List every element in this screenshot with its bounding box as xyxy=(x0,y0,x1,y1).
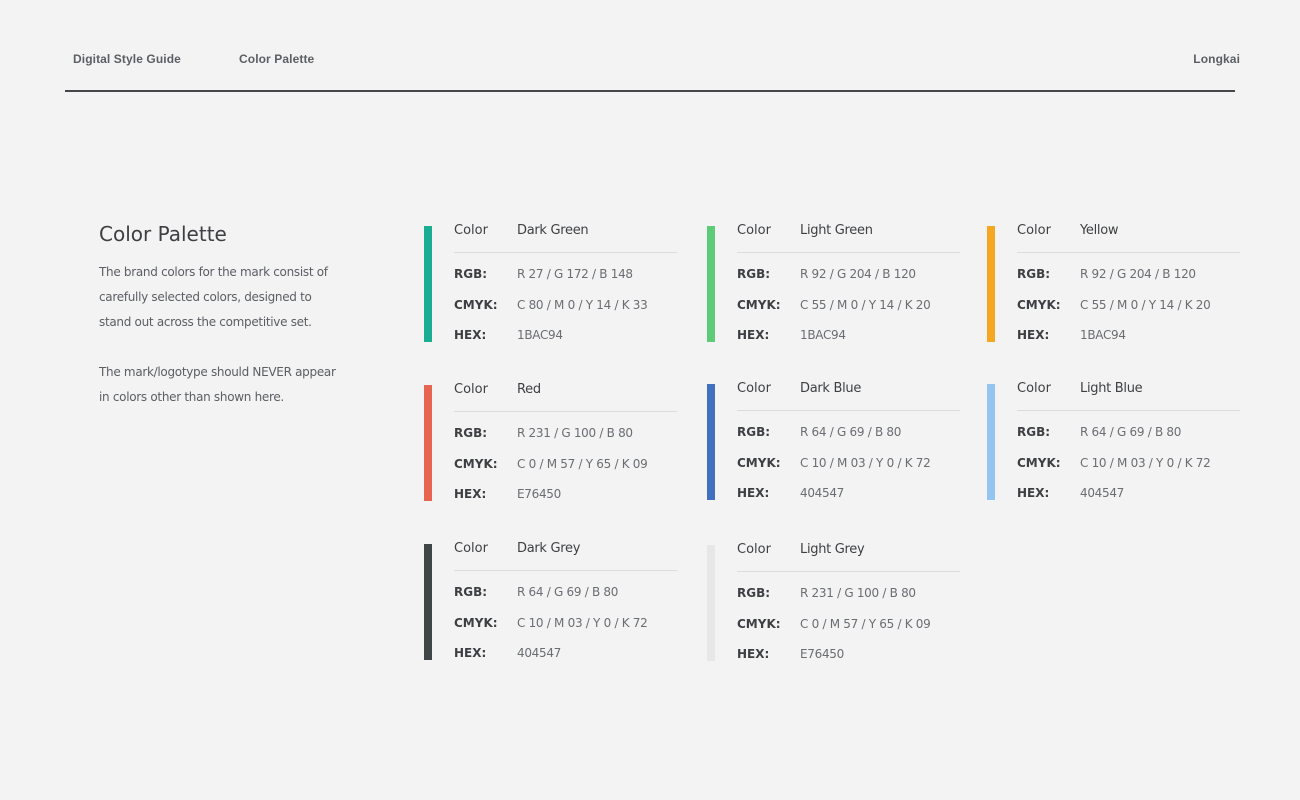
cmyk-label: CMYK: xyxy=(1017,456,1061,470)
color-name: Dark Grey xyxy=(517,541,581,556)
rgb-label: RGB: xyxy=(1017,425,1051,439)
swatch-yellow: Color Yellow RGB: R 92 / G 204 / B 120 CMY… xyxy=(987,223,1240,346)
cmyk-value: C 10 / M 03 / Y 0 / K 72 xyxy=(517,616,648,630)
swatch-light-green: Color Light Green RGB: R 92 / G 204 / B 12… xyxy=(707,223,960,346)
divider xyxy=(737,410,960,411)
rgb-value: R 64 / G 69 / B 80 xyxy=(800,425,902,439)
rgb-label: RGB: xyxy=(454,426,488,440)
color-name: Yellow xyxy=(1080,223,1119,238)
page-title: Color Palette xyxy=(99,222,227,246)
rgb-label: RGB: xyxy=(737,425,771,439)
rgb-label: RGB: xyxy=(737,586,771,600)
color-bar xyxy=(707,226,715,342)
color-name: Dark Green xyxy=(517,223,589,238)
hex-label: HEX: xyxy=(1017,328,1050,342)
divider xyxy=(1017,252,1240,253)
cmyk-value: C 55 / M 0 / Y 14 / K 20 xyxy=(1080,298,1211,312)
hex-value: 404547 xyxy=(800,486,845,500)
swatch-dark-grey: Color Dark Grey RGB: R 64 / G 69 / B 80 CM… xyxy=(424,541,677,664)
color-bar xyxy=(707,545,715,661)
color-name: Dark Blue xyxy=(800,381,862,396)
intro-section: Color Palette The brand colors for the m… xyxy=(99,222,339,410)
rgb-value: R 231 / G 100 / B 80 xyxy=(800,586,916,600)
hex-label: HEX: xyxy=(737,647,770,661)
color-name: Light Blue xyxy=(1080,381,1143,396)
divider xyxy=(454,570,677,571)
hex-value: 404547 xyxy=(1080,486,1125,500)
page-header: Digital Style Guide Color Palette Longka… xyxy=(65,0,1240,92)
color-label: Color xyxy=(737,542,771,557)
rgb-value: R 231 / G 100 / B 80 xyxy=(517,426,633,440)
color-label: Color xyxy=(1017,223,1051,238)
hex-label: HEX: xyxy=(454,487,487,501)
swatch-dark-green: Color Dark Green RGB: R 27 / G 172 / B 148… xyxy=(424,223,677,346)
cmyk-value: C 55 / M 0 / Y 14 / K 20 xyxy=(800,298,931,312)
rgb-value: R 27 / G 172 / B 148 xyxy=(517,267,633,281)
color-bar xyxy=(424,226,432,342)
divider xyxy=(454,252,677,253)
color-bar xyxy=(424,385,432,501)
color-label: Color xyxy=(454,382,488,397)
color-label: Color xyxy=(737,223,771,238)
divider xyxy=(737,252,960,253)
cmyk-value: C 0 / M 57 / Y 65 / K 09 xyxy=(517,457,648,471)
swatch-light-blue: Color Light Blue RGB: R 64 / G 69 / B 80 C… xyxy=(987,381,1240,504)
rgb-value: R 64 / G 69 / B 80 xyxy=(1080,425,1182,439)
rgb-label: RGB: xyxy=(454,267,488,281)
hex-value: E76450 xyxy=(800,647,844,661)
color-name: Light Grey xyxy=(800,542,865,557)
rgb-label: RGB: xyxy=(454,585,488,599)
cmyk-value: C 10 / M 03 / Y 0 / K 72 xyxy=(1080,456,1211,470)
color-name: Red xyxy=(517,382,541,397)
hex-label: HEX: xyxy=(737,328,770,342)
hex-label: HEX: xyxy=(454,646,487,660)
hex-value: 1BAC94 xyxy=(517,328,563,342)
cmyk-label: CMYK: xyxy=(737,617,781,631)
cmyk-label: CMYK: xyxy=(454,616,498,630)
rgb-label: RGB: xyxy=(1017,267,1051,281)
hex-value: 1BAC94 xyxy=(800,328,846,342)
cmyk-value: C 80 / M 0 / Y 14 / K 33 xyxy=(517,298,648,312)
rgb-value: R 64 / G 69 / B 80 xyxy=(517,585,619,599)
color-bar xyxy=(424,544,432,660)
hex-label: HEX: xyxy=(737,486,770,500)
cmyk-label: CMYK: xyxy=(737,298,781,312)
color-label: Color xyxy=(737,381,771,396)
color-label: Color xyxy=(1017,381,1051,396)
hex-value: E76450 xyxy=(517,487,561,501)
intro-paragraph-warning: The mark/logotype should NEVER appear in… xyxy=(99,365,336,404)
cmyk-label: CMYK: xyxy=(737,456,781,470)
color-label: Color xyxy=(454,541,488,556)
hex-label: HEX: xyxy=(454,328,487,342)
intro-paragraph: The brand colors for the mark consist of… xyxy=(99,265,328,329)
cmyk-value: C 10 / M 03 / Y 0 / K 72 xyxy=(800,456,931,470)
rgb-label: RGB: xyxy=(737,267,771,281)
hex-value: 1BAC94 xyxy=(1080,328,1126,342)
color-bar xyxy=(987,226,995,342)
cmyk-label: CMYK: xyxy=(454,457,498,471)
divider xyxy=(737,571,960,572)
hex-value: 404547 xyxy=(517,646,562,660)
divider xyxy=(1017,410,1240,411)
swatch-dark-blue: Color Dark Blue RGB: R 64 / G 69 / B 80 CM… xyxy=(707,381,960,504)
divider xyxy=(454,411,677,412)
rgb-value: R 92 / G 204 / B 120 xyxy=(800,267,916,281)
swatch-light-grey: Color Light Grey RGB: R 231 / G 100 / B 80… xyxy=(707,542,960,665)
color-name: Light Green xyxy=(800,223,873,238)
guide-title[interactable]: Digital Style Guide xyxy=(73,52,181,66)
color-bar xyxy=(707,384,715,500)
brand-name[interactable]: Longkai xyxy=(1193,52,1240,66)
section-title[interactable]: Color Palette xyxy=(239,52,315,66)
swatch-red: Color Red RGB: R 231 / G 100 / B 80 CMYK: C… xyxy=(424,382,677,505)
rgb-value: R 92 / G 204 / B 120 xyxy=(1080,267,1196,281)
color-bar xyxy=(987,384,995,500)
hex-label: HEX: xyxy=(1017,486,1050,500)
color-label: Color xyxy=(454,223,488,238)
cmyk-label: CMYK: xyxy=(454,298,498,312)
cmyk-label: CMYK: xyxy=(1017,298,1061,312)
cmyk-value: C 0 / M 57 / Y 65 / K 09 xyxy=(800,617,931,631)
